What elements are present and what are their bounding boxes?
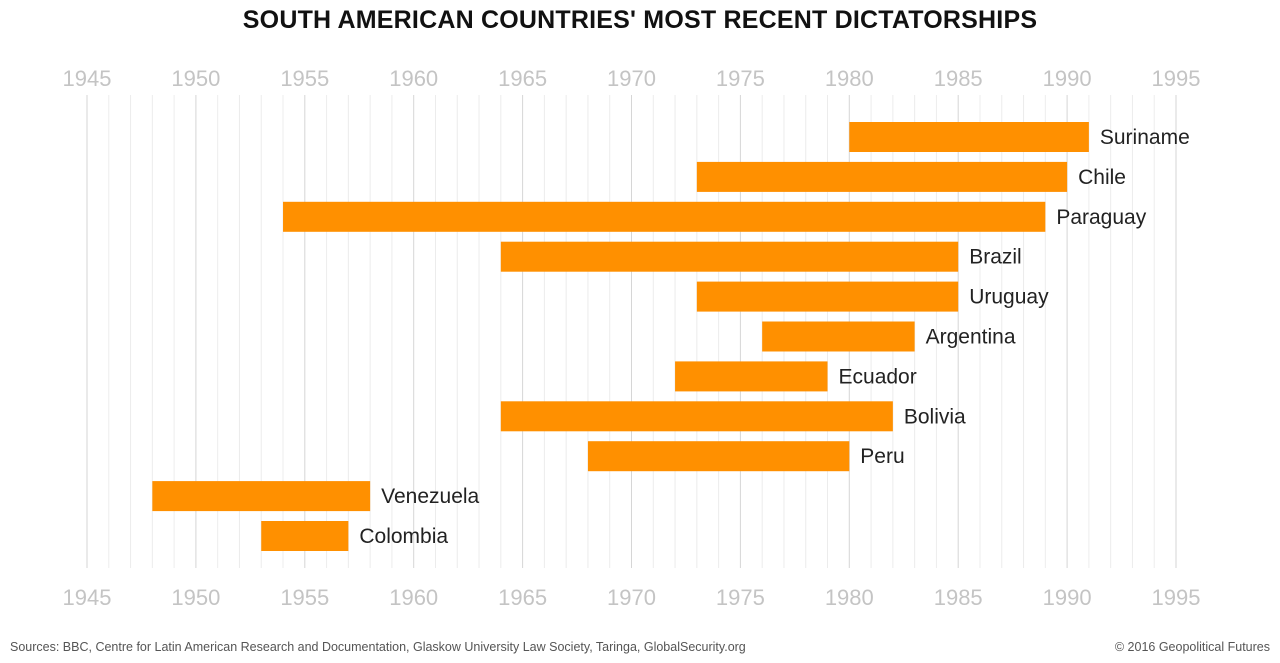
top-tick-label: 1975 <box>716 66 765 91</box>
bottom-tick-label: 1960 <box>389 585 438 610</box>
bar-bolivia <box>500 401 893 432</box>
bar-label-chile: Chile <box>1078 166 1126 189</box>
bar-label-venezuela: Venezuela <box>381 485 479 508</box>
top-tick-label: 1970 <box>607 66 656 91</box>
top-tick-label: 1960 <box>389 66 438 91</box>
bar-colombia <box>261 521 349 551</box>
top-x-axis: 1945 1950 1955 1960 1965 1970 1975 1980 1985 1990… <box>63 66 1201 91</box>
bar-label-colombia: Colombia <box>359 525 448 548</box>
bottom-tick-label: 1955 <box>280 585 329 610</box>
bar-peru <box>587 441 850 472</box>
bottom-tick-label: 1950 <box>171 585 220 610</box>
bar-suriname <box>849 122 1089 152</box>
bottom-x-axis: 1945 1950 1955 1960 1965 1970 1975 1980 1985 1990… <box>63 585 1201 610</box>
top-tick-label: 1980 <box>825 66 874 91</box>
bar-chile <box>696 161 1068 192</box>
bottom-tick-label: 1945 <box>63 585 112 610</box>
bar-paraguay <box>283 201 1046 232</box>
bar-ecuador <box>675 361 828 392</box>
bar-label-suriname: Suriname <box>1100 126 1190 149</box>
bar-venezuela <box>152 481 371 512</box>
top-tick-label: 1945 <box>63 66 112 91</box>
bottom-tick-label: 1985 <box>934 585 983 610</box>
bar-label-paraguay: Paraguay <box>1056 206 1146 229</box>
bottom-tick-label: 1995 <box>1152 585 1201 610</box>
bar-label-uruguay: Uruguay <box>969 286 1049 309</box>
bar-label-argentina: Argentina <box>926 326 1016 349</box>
bottom-tick-label: 1970 <box>607 585 656 610</box>
top-tick-label: 1995 <box>1152 66 1201 91</box>
top-tick-label: 1965 <box>498 66 547 91</box>
bar-uruguay <box>696 281 959 312</box>
bottom-tick-label: 1980 <box>825 585 874 610</box>
bar-labels: Suriname Chile Paraguay Brazil Uruguay Argent… <box>359 126 1189 548</box>
bar-argentina <box>762 321 915 352</box>
top-tick-label: 1950 <box>171 66 220 91</box>
bar-brazil <box>500 241 959 272</box>
bar-label-brazil: Brazil <box>969 246 1022 269</box>
bars <box>152 122 1089 551</box>
bar-label-peru: Peru <box>860 445 904 468</box>
bottom-tick-label: 1990 <box>1043 585 1092 610</box>
bottom-tick-label: 1965 <box>498 585 547 610</box>
bar-label-ecuador: Ecuador <box>839 365 917 388</box>
top-tick-label: 1955 <box>280 66 329 91</box>
chart-title: SOUTH AMERICAN COUNTRIES' MOST RECENT DI… <box>242 6 1038 34</box>
top-tick-label: 1985 <box>934 66 983 91</box>
copyright-note: © 2016 Geopolitical Futures <box>1114 640 1270 654</box>
bar-label-bolivia: Bolivia <box>904 405 966 428</box>
sources-note: Sources: BBC, Centre for Latin American … <box>10 640 746 654</box>
top-tick-label: 1990 <box>1043 66 1092 91</box>
bottom-tick-label: 1975 <box>716 585 765 610</box>
